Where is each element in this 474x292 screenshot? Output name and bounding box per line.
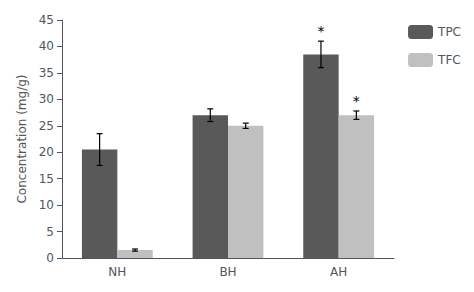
svg-text:TPC: TPC — [437, 25, 461, 39]
svg-text:AH: AH — [330, 265, 347, 279]
svg-text:20: 20 — [39, 145, 54, 159]
svg-text:0: 0 — [46, 251, 54, 265]
svg-text:40: 40 — [39, 39, 54, 53]
svg-text:30: 30 — [39, 92, 54, 106]
svg-text:BH: BH — [219, 265, 236, 279]
svg-text:NH: NH — [108, 265, 126, 279]
svg-text:15: 15 — [39, 172, 54, 186]
svg-text:45: 45 — [39, 13, 54, 27]
svg-text:25: 25 — [39, 119, 54, 133]
svg-text:5: 5 — [46, 225, 54, 239]
svg-text:10: 10 — [39, 198, 54, 212]
svg-text:*: * — [353, 93, 360, 109]
svg-text:TFC: TFC — [437, 53, 461, 67]
svg-text:35: 35 — [39, 66, 54, 80]
svg-text:Concentration (mg/g): Concentration (mg/g) — [15, 74, 29, 203]
svg-text:*: * — [317, 23, 324, 39]
